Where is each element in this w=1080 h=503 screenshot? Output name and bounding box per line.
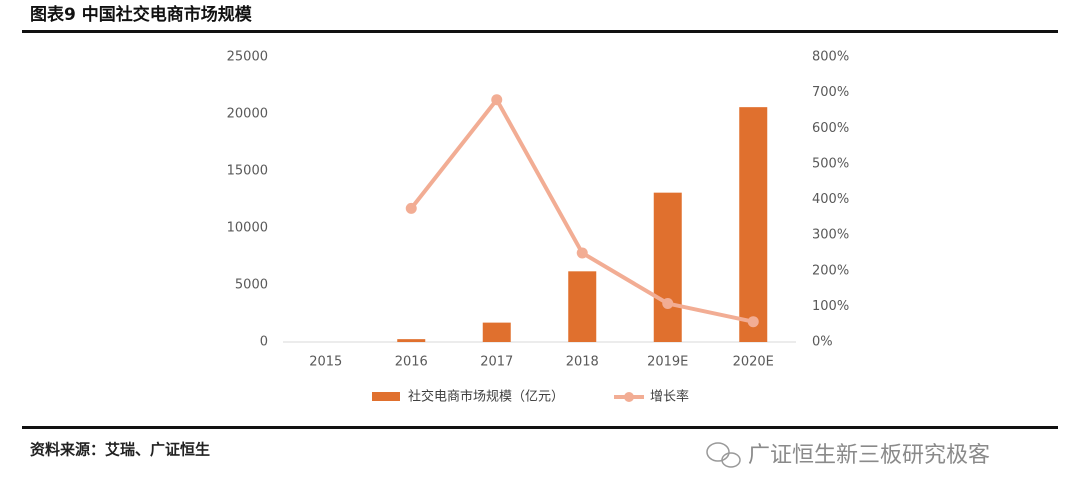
- bar: [653, 192, 682, 342]
- line-marker: [491, 94, 503, 106]
- x-tick-label: 2015: [309, 355, 342, 370]
- top-rule: [22, 30, 1058, 33]
- figure-title: 图表9 中国社交电商市场规模: [30, 4, 253, 25]
- y2-tick-label: 600%: [812, 121, 849, 136]
- y-tick-label: 0: [260, 335, 268, 350]
- bar: [568, 271, 597, 342]
- legend-swatch: [624, 392, 635, 402]
- x-tick-label: 2017: [480, 355, 513, 370]
- y-tick-label: 10000: [227, 221, 268, 236]
- line-marker: [747, 316, 759, 328]
- legend-swatch: [372, 392, 400, 401]
- y2-tick-label: 300%: [812, 228, 849, 243]
- y2-tick-label: 0%: [812, 335, 833, 350]
- y-tick-label: 20000: [227, 107, 268, 122]
- x-tick-label: 2016: [395, 355, 428, 370]
- legend-label: 社交电商市场规模（亿元）: [408, 389, 564, 405]
- y-tick-label: 5000: [235, 278, 268, 293]
- watermark: 广证恒生新三板研究极客: [748, 443, 990, 468]
- legend-label: 增长率: [650, 389, 689, 405]
- x-tick-label: 2018: [566, 355, 599, 370]
- y2-tick-label: 800%: [812, 50, 849, 65]
- line-marker: [662, 298, 674, 310]
- y2-tick-label: 700%: [812, 85, 849, 100]
- y2-tick-label: 400%: [812, 192, 849, 207]
- x-tick-label: 2019E: [647, 355, 688, 370]
- bar: [739, 107, 768, 342]
- line-marker: [576, 247, 588, 259]
- bar: [397, 339, 426, 342]
- wechat-icon: [706, 442, 741, 468]
- y-tick-label: 15000: [227, 164, 268, 179]
- bottom-rule: [22, 426, 1058, 429]
- x-tick-label: 2020E: [733, 355, 774, 370]
- y-tick-label: 25000: [227, 50, 268, 65]
- source-note: 资料来源：艾瑞、广证恒生: [30, 441, 210, 459]
- bar: [482, 322, 511, 342]
- line-marker: [405, 202, 417, 214]
- y2-tick-label: 500%: [812, 156, 849, 171]
- y2-tick-label: 200%: [812, 263, 849, 278]
- y2-tick-label: 100%: [812, 299, 849, 314]
